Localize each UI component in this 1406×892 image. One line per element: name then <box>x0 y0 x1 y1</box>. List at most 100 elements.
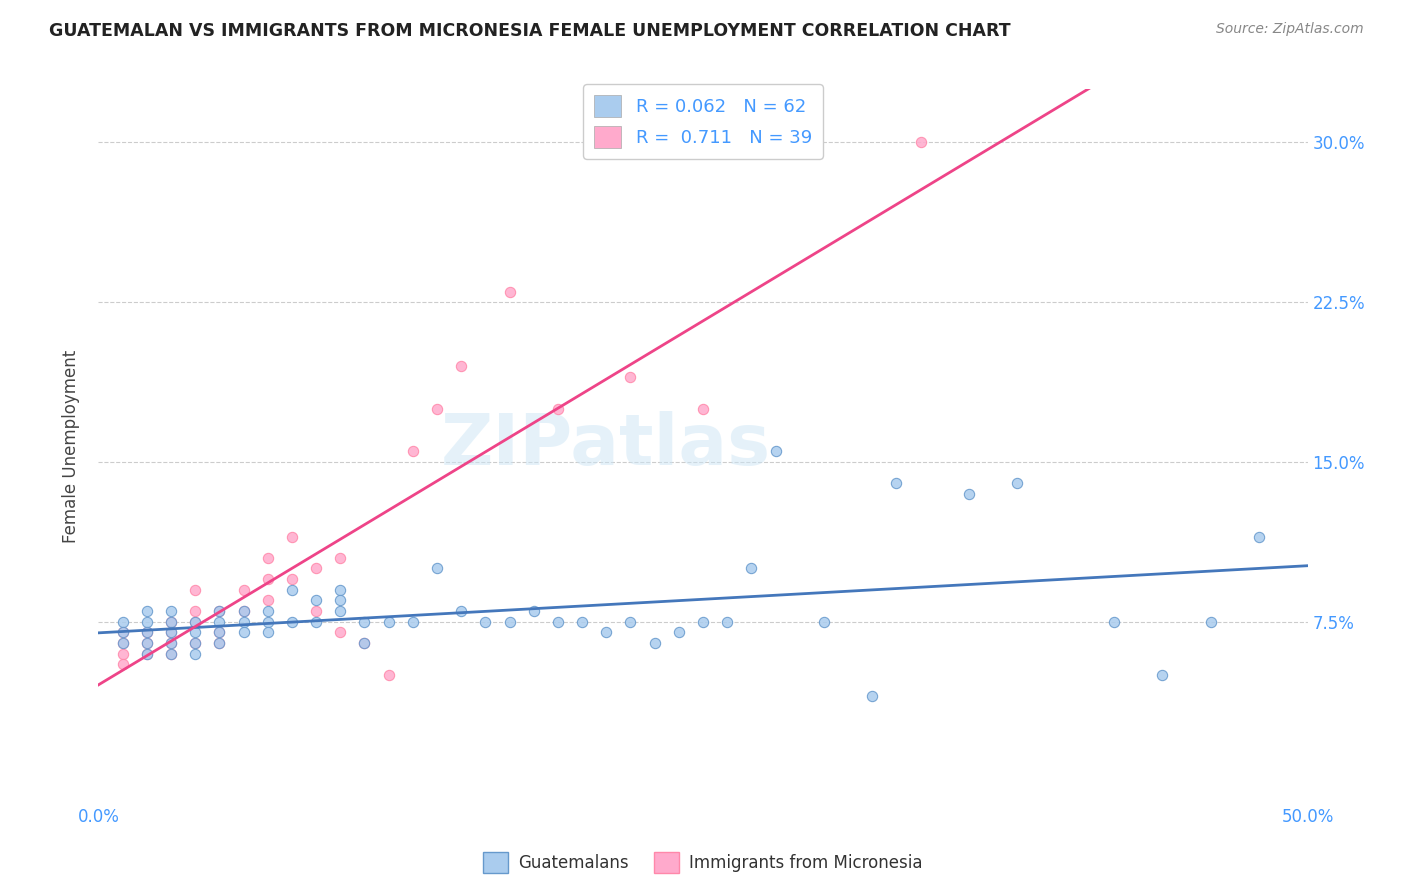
Point <box>450 604 472 618</box>
Point <box>232 615 254 629</box>
Point <box>256 604 278 618</box>
Point <box>160 615 183 629</box>
Point <box>281 615 304 629</box>
Point <box>619 615 641 629</box>
Point <box>329 625 352 640</box>
Point <box>135 625 157 640</box>
Point <box>910 136 932 150</box>
Point <box>135 636 157 650</box>
Legend: R = 0.062   N = 62, R =  0.711   N = 39: R = 0.062 N = 62, R = 0.711 N = 39 <box>583 84 823 159</box>
Point <box>160 647 183 661</box>
Point <box>305 561 328 575</box>
Point <box>208 625 231 640</box>
Point <box>232 604 254 618</box>
Point <box>208 604 231 618</box>
Point <box>135 615 157 629</box>
Point <box>595 625 617 640</box>
Point <box>474 615 496 629</box>
Point <box>232 604 254 618</box>
Point <box>111 647 134 661</box>
Point <box>1102 615 1125 629</box>
Legend: Guatemalans, Immigrants from Micronesia: Guatemalans, Immigrants from Micronesia <box>477 846 929 880</box>
Point <box>160 636 183 650</box>
Point <box>232 625 254 640</box>
Y-axis label: Female Unemployment: Female Unemployment <box>62 350 80 542</box>
Point <box>305 604 328 618</box>
Point <box>1007 476 1029 491</box>
Point <box>402 615 425 629</box>
Point <box>160 647 183 661</box>
Point <box>184 625 207 640</box>
Point <box>160 615 183 629</box>
Text: Source: ZipAtlas.com: Source: ZipAtlas.com <box>1216 22 1364 37</box>
Point <box>208 604 231 618</box>
Point <box>329 550 352 565</box>
Point <box>353 636 375 650</box>
Point <box>1199 615 1222 629</box>
Point <box>111 615 134 629</box>
Point <box>184 647 207 661</box>
Point <box>256 625 278 640</box>
Point <box>619 369 641 384</box>
Point <box>692 615 714 629</box>
Point <box>668 625 690 640</box>
Point <box>860 690 883 704</box>
Point <box>111 636 134 650</box>
Point <box>111 636 134 650</box>
Point <box>160 636 183 650</box>
Point <box>765 444 787 458</box>
Point <box>523 604 546 618</box>
Point <box>571 615 593 629</box>
Point <box>160 604 183 618</box>
Point <box>1152 668 1174 682</box>
Point <box>184 636 207 650</box>
Point <box>111 657 134 672</box>
Point <box>208 636 231 650</box>
Point <box>450 359 472 373</box>
Point <box>402 444 425 458</box>
Point <box>498 615 520 629</box>
Point <box>716 615 738 629</box>
Point <box>740 561 762 575</box>
Point <box>135 647 157 661</box>
Point <box>184 582 207 597</box>
Point <box>208 625 231 640</box>
Point <box>377 615 399 629</box>
Point <box>184 615 207 629</box>
Point <box>1249 529 1271 543</box>
Text: GUATEMALAN VS IMMIGRANTS FROM MICRONESIA FEMALE UNEMPLOYMENT CORRELATION CHART: GUATEMALAN VS IMMIGRANTS FROM MICRONESIA… <box>49 22 1011 40</box>
Point <box>256 615 278 629</box>
Point <box>281 582 304 597</box>
Point <box>135 604 157 618</box>
Point <box>353 636 375 650</box>
Point <box>135 647 157 661</box>
Point <box>256 550 278 565</box>
Point <box>208 636 231 650</box>
Point <box>281 572 304 586</box>
Point <box>160 625 183 640</box>
Point <box>547 615 569 629</box>
Text: ZIPatlas: ZIPatlas <box>441 411 772 481</box>
Point <box>498 285 520 299</box>
Point <box>111 625 134 640</box>
Point <box>886 476 908 491</box>
Point <box>184 604 207 618</box>
Point <box>184 615 207 629</box>
Point <box>232 582 254 597</box>
Point <box>208 615 231 629</box>
Point <box>256 572 278 586</box>
Point <box>329 582 352 597</box>
Point <box>256 593 278 607</box>
Point <box>305 593 328 607</box>
Point <box>426 401 449 416</box>
Point <box>957 487 980 501</box>
Point <box>329 593 352 607</box>
Point <box>135 636 157 650</box>
Point <box>160 625 183 640</box>
Point <box>547 401 569 416</box>
Point <box>353 615 375 629</box>
Point <box>111 625 134 640</box>
Point <box>692 401 714 416</box>
Point <box>426 561 449 575</box>
Point <box>135 625 157 640</box>
